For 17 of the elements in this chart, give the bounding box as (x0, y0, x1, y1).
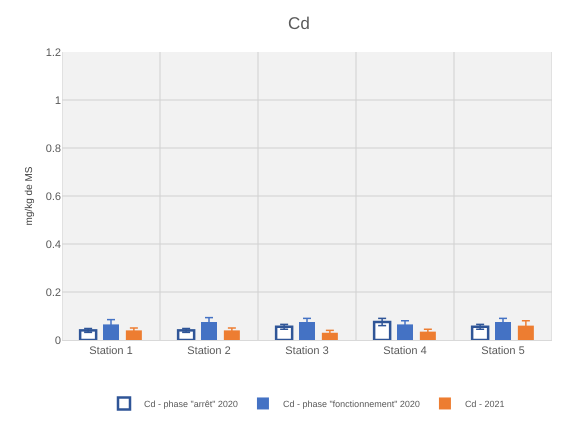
y-tick-label: 0.4 (46, 238, 61, 251)
x-tick-label: Station 3 (285, 345, 329, 358)
x-tick-label: Station 2 (187, 345, 231, 358)
legend-label: Cd - 2021 (464, 398, 504, 409)
chart-title: Cd (288, 14, 310, 34)
x-tick-label: Station 4 (383, 345, 427, 358)
legend-label: Cd - phase "fonctionnement" 2020 (282, 398, 420, 409)
y-tick-label: 0.6 (46, 190, 61, 203)
y-tick-label: 1 (54, 94, 61, 107)
x-tick-label: Station 1 (89, 345, 133, 358)
y-tick-label: 0.8 (46, 142, 61, 155)
y-tick-label: 1.2 (46, 46, 61, 59)
y-tick-label: 0.2 (46, 286, 61, 299)
y-axis-title: mg/kg de MS (24, 166, 35, 226)
x-tick-label: Station 5 (481, 345, 525, 358)
legend-label: Cd - phase "arrêt" 2020 (144, 398, 238, 409)
y-tick-label: 0 (54, 334, 61, 347)
